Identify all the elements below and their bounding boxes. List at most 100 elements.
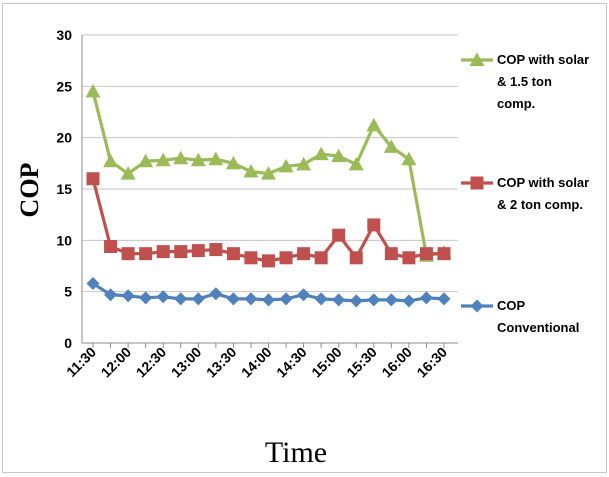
data-point [419, 247, 433, 261]
data-point [437, 292, 451, 306]
data-point [332, 293, 346, 307]
data-point [226, 247, 240, 261]
x-tick-labels: 11:3012:0012:3013:0013:3014:0014:3015:00… [63, 344, 450, 381]
y-tick-label: 30 [56, 27, 72, 43]
data-point [244, 251, 258, 265]
data-point [174, 245, 188, 259]
data-point [349, 294, 363, 308]
data-point [104, 239, 118, 253]
data-point [296, 156, 312, 171]
data-point [209, 243, 223, 257]
legend-swatch-marker [469, 52, 485, 66]
data-point [278, 158, 294, 173]
legend-item-cop-conventional: COP Conventional [461, 298, 579, 335]
data-point [313, 146, 329, 161]
x-tick-label: 15:00 [308, 344, 345, 381]
data-point [174, 292, 188, 306]
data-point [279, 251, 293, 265]
data-point [279, 292, 293, 306]
x-axis-label: Time [265, 436, 327, 469]
data-point [138, 153, 154, 168]
data-point [384, 293, 398, 307]
legend-label: COP with solar [497, 175, 589, 190]
x-tick-label: 16:00 [378, 344, 415, 381]
data-point [121, 247, 135, 261]
data-point [243, 164, 259, 178]
legend-label: & 1.5 ton [497, 74, 552, 89]
data-point [156, 245, 170, 259]
legend-label: & 2 ton comp. [497, 197, 583, 212]
data-point [155, 152, 171, 167]
data-point [244, 292, 258, 306]
legend-swatch-marker [470, 176, 484, 190]
data-point [226, 292, 240, 306]
data-point [173, 150, 189, 165]
series-cop-with-solar-2-ton-comp [86, 172, 451, 268]
data-point [85, 83, 101, 98]
data-point [103, 153, 119, 168]
chart-frame [2, 3, 607, 473]
data-point [120, 166, 136, 180]
x-tick-label: 14:30 [273, 344, 310, 381]
data-point [384, 247, 398, 261]
x-tick-label: 13:00 [168, 344, 205, 381]
data-point [402, 294, 416, 308]
data-point [367, 293, 381, 307]
data-point [419, 291, 433, 305]
data-point [383, 139, 399, 153]
y-tick-label: 10 [56, 232, 72, 248]
data-point [225, 155, 241, 170]
legend-label: COP [497, 298, 526, 313]
series-cop-with-solar-1-5-ton-comp [85, 83, 452, 262]
y-tick-label: 15 [56, 181, 72, 197]
data-point [366, 117, 382, 132]
data-point [191, 292, 205, 306]
x-tick-label: 13:30 [203, 344, 240, 381]
x-tick-label: 15:30 [343, 344, 380, 381]
data-point [121, 289, 135, 303]
data-point [367, 218, 381, 232]
series-group [85, 83, 452, 308]
legend-label: Conventional [497, 320, 579, 335]
data-point [314, 292, 328, 306]
data-point [86, 276, 100, 290]
data-point [104, 288, 118, 302]
y-tick-label: 25 [56, 78, 72, 94]
data-point [437, 247, 451, 261]
y-tick-labels: 0 5 10 15 20 25 30 [56, 27, 72, 351]
data-point [190, 152, 206, 167]
x-tick-label: 16:30 [413, 344, 450, 381]
data-point [297, 288, 311, 302]
gridlines [82, 34, 458, 293]
legend-item-cop-with-solar-1-5-ton-comp: COP with solar & 1.5 ton comp. [461, 52, 589, 111]
data-point [156, 290, 170, 304]
y-tick-label: 20 [56, 130, 72, 146]
data-point [139, 247, 153, 261]
data-point [191, 244, 205, 258]
data-point [332, 228, 346, 242]
data-point [208, 151, 224, 166]
legend-label: COP with solar [497, 52, 589, 67]
data-point [209, 287, 223, 301]
data-point [348, 156, 364, 171]
data-point [402, 251, 416, 265]
data-point [331, 148, 347, 163]
x-tick-label: 14:00 [238, 344, 275, 381]
data-point [349, 251, 363, 265]
series-cop-conventional [86, 276, 451, 308]
data-point [401, 151, 417, 166]
legend-item-cop-with-solar-2-ton-comp: COP with solar & 2 ton comp. [461, 175, 589, 212]
data-point [139, 291, 153, 305]
data-point [261, 166, 276, 180]
y-tick-label: 5 [64, 284, 72, 300]
y-tick-label: 0 [64, 335, 72, 351]
x-tick-label: 12:00 [98, 344, 135, 381]
axes [81, 35, 458, 348]
legend-label: comp. [497, 96, 535, 111]
legend-swatch-marker [470, 299, 484, 313]
data-point [86, 172, 100, 186]
data-point [262, 293, 275, 307]
data-point [314, 251, 328, 265]
